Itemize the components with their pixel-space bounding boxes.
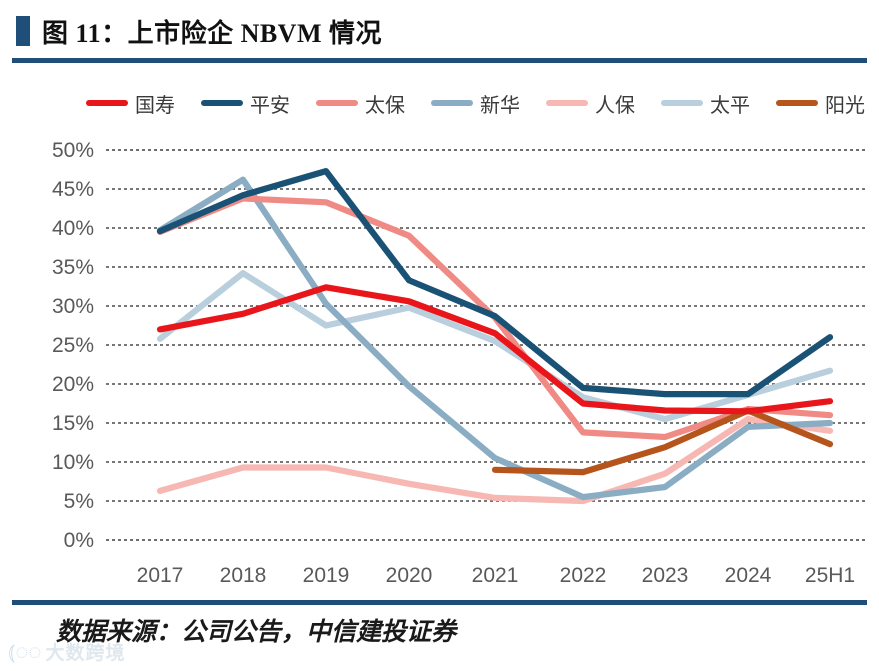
legend-swatch-icon [86, 100, 128, 106]
legend-swatch-icon [431, 100, 473, 106]
legend-item-太平: 太平 [661, 89, 750, 118]
y-axis-tick-label: 0% [64, 529, 94, 552]
x-axis-tick-label: 2019 [303, 564, 350, 587]
y-axis-tick-label: 25% [52, 334, 94, 357]
legend-item-人保: 人保 [546, 89, 635, 118]
x-axis-tick-label: 2022 [560, 564, 607, 587]
x-axis-tick-label: 2018 [220, 564, 267, 587]
legend-swatch-icon [546, 100, 588, 106]
y-axis-tick-label: 20% [52, 373, 94, 396]
x-axis-tick-label: 2021 [472, 564, 519, 587]
page-title: 图 11：上市险企 NBVM 情况 [42, 18, 383, 48]
title-accent-bar [16, 16, 30, 46]
series-line-新华 [156, 176, 834, 501]
line-chart-svg: 50% 45% 40% 35% 30% 25% 20% 15% 10% 5% 0% 2017 2018 2… [52, 139, 868, 587]
legend-label: 阳光 [825, 94, 865, 117]
legend-item-国寿: 国寿 [86, 89, 175, 118]
legend-label: 太保 [365, 94, 405, 117]
series-line-人保 [156, 416, 834, 505]
watermark: ⦅◌◌ 大数跨境 [8, 638, 126, 665]
legend-label: 人保 [595, 94, 635, 117]
legend-swatch-icon [201, 100, 243, 106]
x-axis-tick-label: 2024 [725, 564, 772, 587]
title-divider [12, 58, 867, 63]
y-axis-tick-label: 45% [52, 178, 94, 201]
series-line-阳光 [491, 407, 834, 476]
x-axis-tick-label: 2020 [386, 564, 433, 587]
legend-item-平安: 平安 [201, 89, 290, 118]
watermark-logo-icon: ⦅◌◌ [8, 638, 42, 664]
y-axis-tick-label: 5% [64, 490, 94, 513]
y-axis-tick-label: 10% [52, 451, 94, 474]
x-axis-tick-label: 2023 [642, 564, 689, 587]
legend-swatch-icon [661, 100, 703, 106]
chart-legend: 国寿 平安 太保 新华 人保 太平 阳光 [86, 88, 866, 118]
series-line-国寿 [156, 284, 834, 415]
watermark-label: 大数跨境 [45, 643, 126, 664]
plot-area: 50% 45% 40% 35% 30% 25% 20% 15% 10% 5% 0% 2017 2018 2… [0, 128, 879, 598]
legend-swatch-icon [316, 100, 358, 106]
source-note: 数据来源：公司公告，中信建投证券 [56, 619, 457, 646]
legend-item-新华: 新华 [431, 89, 520, 118]
figure-title-bar: 图 11：上市险企 NBVM 情况 [0, 0, 879, 62]
x-axis-tick-label: 2017 [137, 564, 184, 587]
y-axis-tick-label: 40% [52, 217, 94, 240]
y-axis-tick-label: 15% [52, 412, 94, 435]
legend-label: 太平 [710, 94, 750, 117]
legend-item-太保: 太保 [316, 89, 405, 118]
x-axis-tick-label: 25H1 [805, 564, 855, 587]
y-axis-tick-label: 50% [52, 139, 94, 162]
legend-swatch-icon [776, 100, 818, 106]
legend-label: 新华 [480, 94, 520, 117]
y-axis-tick-label: 35% [52, 256, 94, 279]
legend-label: 国寿 [135, 94, 175, 117]
legend-label: 平安 [250, 94, 290, 117]
footer-divider [12, 600, 867, 605]
legend-item-阳光: 阳光 [776, 89, 865, 118]
y-axis-tick-label: 30% [52, 295, 94, 318]
series-line-平安 [156, 168, 834, 398]
series-line-太平 [156, 270, 834, 423]
